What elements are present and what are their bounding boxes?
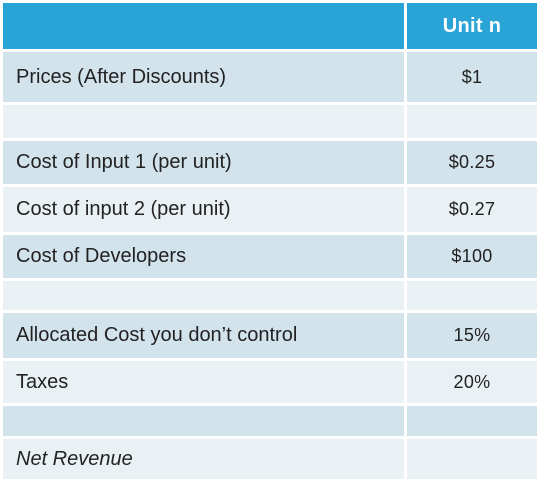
row-label: Prices (After Discounts) [3,52,404,102]
row-value: $0.27 [407,187,537,232]
table-row-taxes: Taxes 20% [3,361,537,403]
row-value: $100 [407,235,537,278]
header-unit-n: Unit n [407,3,537,49]
row-label: Taxes [3,361,404,403]
row-label [3,281,404,310]
row-value: $0.25 [407,141,537,184]
header-label-cell [3,3,404,49]
row-label: Net Revenue [3,439,404,479]
row-value [407,406,537,436]
table-row-allocated-cost: Allocated Cost you don’t control 15% [3,313,537,358]
table-header-row: Unit n [3,3,537,49]
table-row-spacer [3,406,537,436]
row-label: Cost of input 2 (per unit) [3,187,404,232]
row-label: Allocated Cost you don’t control [3,313,404,358]
table-row-input-1: Cost of Input 1 (per unit) $0.25 [3,141,537,184]
table-row-spacer [3,281,537,310]
table-row-developers: Cost of Developers $100 [3,235,537,278]
revenue-table: Unit n Prices (After Discounts) $1 Cost … [3,3,537,482]
table-row-net-revenue: Net Revenue [3,439,537,479]
table-row-input-2: Cost of input 2 (per unit) $0.27 [3,187,537,232]
row-label: Cost of Input 1 (per unit) [3,141,404,184]
row-value [407,439,537,479]
row-value: $1 [407,52,537,102]
row-label [3,406,404,436]
row-value [407,281,537,310]
row-value: 15% [407,313,537,358]
row-label [3,105,404,138]
row-value [407,105,537,138]
table-row-prices: Prices (After Discounts) $1 [3,52,537,102]
table-row-spacer [3,105,537,138]
row-label: Cost of Developers [3,235,404,278]
row-value: 20% [407,361,537,403]
